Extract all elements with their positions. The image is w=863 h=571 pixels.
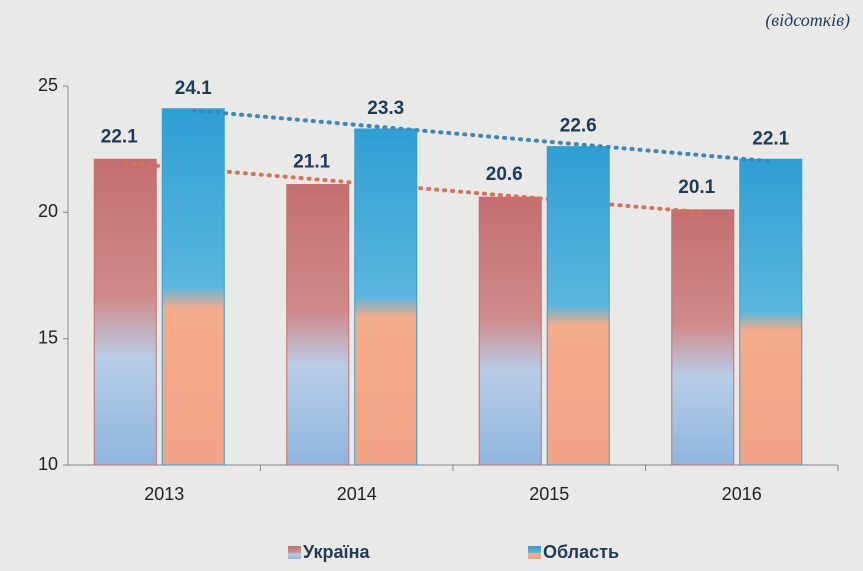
bar-top [547, 146, 610, 157]
bar [671, 209, 735, 466]
value-label: 20.6 [486, 164, 523, 185]
bar-top [286, 184, 349, 195]
value-label: 20.1 [678, 177, 715, 198]
bar-top [671, 209, 734, 220]
value-label: 24.1 [175, 78, 212, 99]
bar-top [354, 128, 417, 139]
bar [161, 108, 225, 466]
value-label: 22.1 [752, 128, 789, 149]
value-label: 21.1 [293, 152, 330, 173]
legend-swatch [288, 546, 301, 559]
bar [93, 158, 157, 466]
value-label: 22.1 [101, 126, 138, 147]
legend-swatch [528, 546, 541, 559]
legend-label: Область [543, 542, 619, 562]
x-tick-label: 2014 [337, 484, 377, 504]
bar [478, 196, 542, 466]
x-tick-label: 2016 [722, 484, 762, 504]
subtitle: (відсотків) [765, 10, 850, 31]
value-label: 23.3 [367, 98, 404, 119]
legend-label: Україна [303, 542, 370, 562]
y-tick-label: 10 [38, 454, 58, 474]
value-label: 22.6 [560, 116, 597, 137]
trend-line [191, 108, 773, 164]
y-tick-label: 15 [38, 327, 58, 347]
x-tick-label: 2015 [529, 484, 569, 504]
bar [286, 184, 350, 466]
bar-top [739, 159, 802, 170]
y-tick-label: 25 [38, 75, 58, 95]
bar-top [479, 197, 542, 208]
x-tick-label: 2013 [144, 484, 184, 504]
bar [546, 146, 610, 466]
bar [739, 158, 803, 466]
y-tick-label: 20 [38, 201, 58, 221]
bar [354, 128, 418, 466]
